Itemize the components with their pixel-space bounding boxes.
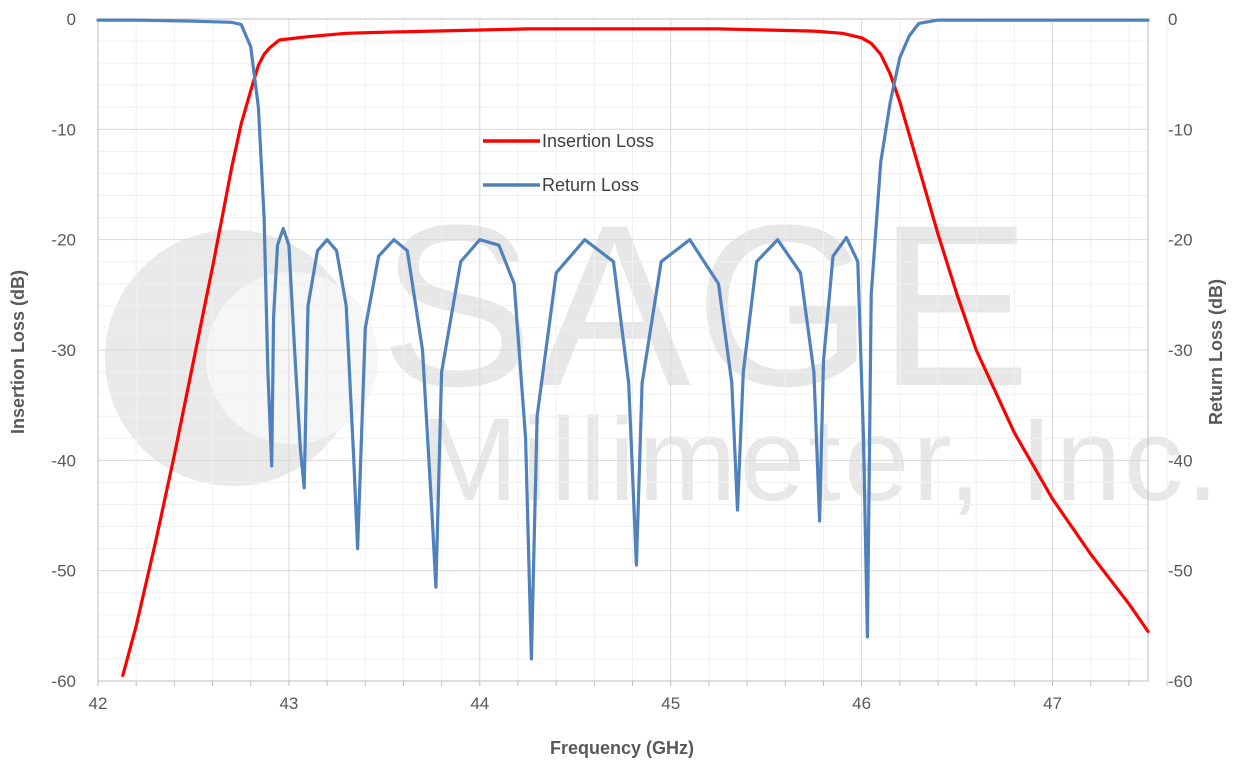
series-line-return-loss xyxy=(96,18,1150,661)
series-layer xyxy=(96,18,1150,678)
y-tick-label-right: -40 xyxy=(1168,451,1193,470)
y-tick-label-right: -10 xyxy=(1168,120,1193,139)
series-line-insertion-loss xyxy=(121,27,1150,678)
tick-labels: 42 43 44 45 46 47 0 0 -10 -10 -20 -20 -30 -30 -40 -40 -5… xyxy=(51,10,1192,713)
x-tick-label: 44 xyxy=(470,694,489,713)
y-axis-title-right: Return Loss (dB) xyxy=(1206,279,1226,425)
x-tick-label: 43 xyxy=(279,694,298,713)
legend-label-return-loss: Return Loss xyxy=(542,175,639,195)
x-tick-label: 42 xyxy=(89,694,108,713)
x-axis-title: Frequency (GHz) xyxy=(550,738,694,758)
y-tick-label-left: -20 xyxy=(51,231,76,250)
y-tick-label-right: -60 xyxy=(1168,672,1193,691)
y-tick-label-right: -20 xyxy=(1168,231,1193,250)
y-tick-label-left: -40 xyxy=(51,451,76,470)
y-tick-label-left: 0 xyxy=(67,10,76,29)
y-tick-label-right: -50 xyxy=(1168,562,1193,581)
y-tick-label-right: 0 xyxy=(1168,10,1177,29)
y-tick-label-left: -50 xyxy=(51,562,76,581)
y-tick-label-left: -30 xyxy=(51,341,76,360)
plot-border xyxy=(97,18,1149,682)
x-tick-label: 47 xyxy=(1043,694,1062,713)
x-tick-label: 46 xyxy=(852,694,871,713)
watermark-logo-inner xyxy=(206,272,378,444)
legend: Insertion Loss Return Loss xyxy=(483,131,654,195)
x-tick-label: 45 xyxy=(661,694,680,713)
plot-frame xyxy=(97,18,1168,686)
legend-label-insertion-loss: Insertion Loss xyxy=(542,131,654,151)
y-tick-label-left: -60 xyxy=(51,672,76,691)
y-tick-label-left: -10 xyxy=(51,120,76,139)
y-tick-label-right: -30 xyxy=(1168,341,1193,360)
y-axis-title-left: Insertion Loss (dB) xyxy=(8,270,28,434)
